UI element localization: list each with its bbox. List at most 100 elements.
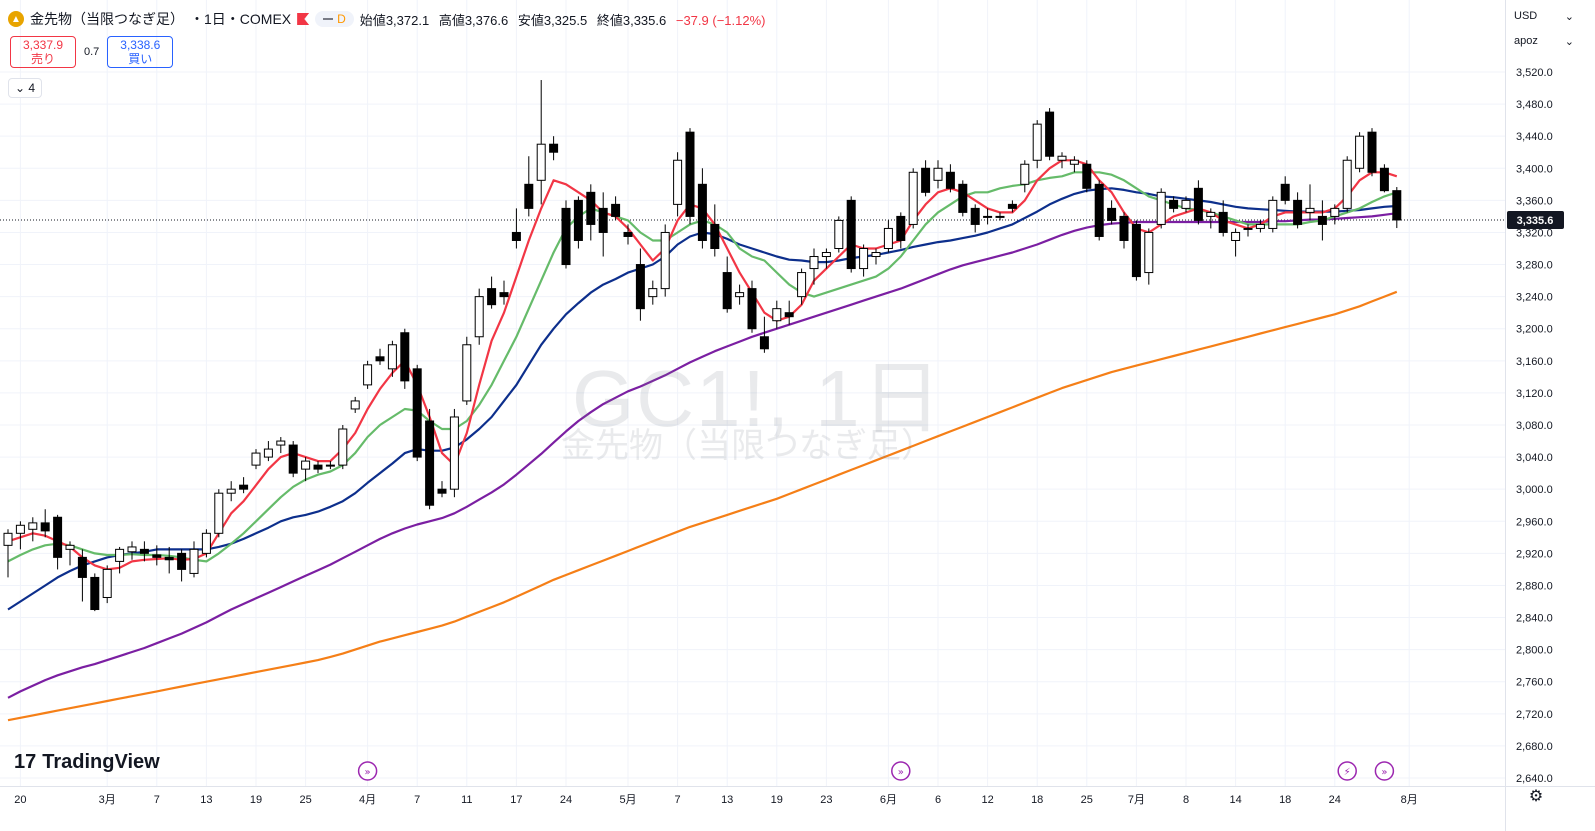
event-icon-circle: [357, 761, 378, 781]
candle: [201, 529, 211, 558]
candle: [549, 136, 559, 161]
candle-body: [189, 548, 199, 574]
candle: [1231, 228, 1241, 257]
event-icon-glyph: »: [365, 767, 371, 778]
symbol-name[interactable]: 金先物（当限つなぎ足）: [30, 11, 184, 27]
close-value: 3,335.6: [622, 12, 667, 28]
gold-bar-icon: ▲: [8, 11, 24, 27]
time-tick-label: 3月: [99, 794, 116, 806]
candle: [1317, 200, 1327, 241]
candle: [1032, 120, 1042, 169]
candle: [1107, 200, 1117, 225]
candle-body: [1342, 159, 1352, 209]
candle-body: [1367, 131, 1377, 173]
lightning-event-icon: ⚡: [1337, 761, 1357, 781]
candle-body: [1144, 231, 1154, 274]
close-label: 終値: [596, 12, 623, 28]
price-tick-label: 3,480.0: [1516, 99, 1553, 111]
time-tick-label: 24: [1329, 794, 1341, 806]
indicators-toggle-button[interactable]: ⌄ 4: [8, 78, 43, 98]
candle-body: [635, 264, 645, 310]
candle: [983, 208, 993, 225]
candles: [3, 80, 1402, 612]
time-tick-label: 7: [675, 794, 681, 806]
d-label: D: [337, 12, 346, 26]
candle: [958, 180, 968, 217]
scale-mode-selector[interactable]: apoz ⌄: [1514, 35, 1574, 48]
current-price-tag-label: 3,335.6: [1517, 215, 1554, 227]
candle-body: [896, 215, 906, 241]
candle-body: [127, 546, 137, 553]
candle: [263, 441, 273, 462]
candle: [883, 220, 893, 253]
candle-body: [511, 231, 521, 241]
flag-icon[interactable]: [297, 13, 310, 25]
time-tick-label: 7: [414, 794, 420, 806]
data-mode-pill[interactable]: D: [315, 11, 354, 27]
candle: [164, 546, 174, 574]
candle: [1268, 196, 1278, 233]
price-tick-label: 3,200.0: [1516, 324, 1553, 336]
candle-body: [933, 167, 943, 181]
candle: [995, 212, 1005, 221]
candle-body: [77, 556, 87, 578]
watermark-symbol: GC1!, 1日: [572, 354, 944, 443]
candle-body: [15, 524, 25, 534]
candle: [1156, 188, 1166, 229]
candle: [784, 300, 794, 325]
candle-body: [1330, 207, 1340, 217]
candle: [722, 256, 732, 313]
candle-body: [350, 400, 360, 410]
candle: [1379, 164, 1389, 193]
candle-body: [449, 416, 459, 490]
candle: [561, 200, 571, 269]
candle-body: [1268, 199, 1278, 229]
candle-body: [586, 191, 596, 225]
time-tick-label: 19: [771, 794, 783, 806]
candle-body: [1243, 227, 1253, 230]
tradingview-logo-text: TradingView: [42, 751, 160, 773]
candle: [1218, 200, 1228, 237]
candle: [65, 541, 75, 566]
interval-exchange[interactable]: ・1日・COMEX: [190, 11, 292, 27]
price-tick-label: 2,720.0: [1516, 709, 1553, 721]
tradingview-logo-icon: 17: [14, 751, 37, 773]
gear-icon[interactable]: ⚙: [1528, 788, 1544, 805]
candle: [288, 441, 298, 478]
candle: [697, 168, 707, 249]
candle-body: [536, 143, 546, 181]
candle: [239, 477, 249, 494]
candle-body: [970, 207, 980, 225]
candle-body: [1082, 163, 1092, 189]
candle-body: [1069, 159, 1079, 165]
open-value: 3,372.1: [385, 12, 430, 28]
event-icon-glyph: »: [1381, 767, 1387, 778]
candle-body: [1355, 135, 1365, 169]
candle: [1255, 220, 1265, 233]
sell-button[interactable]: 3,337.9 売り: [10, 36, 76, 68]
candle-body: [115, 548, 125, 562]
scale-mode-label: apoz: [1514, 35, 1538, 47]
buy-button[interactable]: 3,338.6 買い: [107, 36, 174, 68]
candle-body: [859, 248, 869, 270]
candle: [747, 280, 757, 333]
chevron-down-icon: ⌄: [15, 81, 26, 95]
candle-body: [65, 544, 75, 550]
candle-body: [1218, 211, 1228, 233]
candle: [400, 328, 410, 389]
candle-body: [797, 272, 807, 298]
candle-body: [276, 440, 286, 446]
current-price-tag: 3,335.6: [1507, 210, 1564, 229]
currency-selector[interactable]: USD ⌄: [1514, 10, 1574, 23]
candle-body: [226, 488, 236, 494]
candle: [772, 300, 782, 329]
candle: [15, 521, 25, 550]
candle: [412, 364, 422, 462]
tradingview-logo[interactable]: 17 TradingView: [14, 751, 160, 774]
price-tick-label: 3,360.0: [1516, 195, 1553, 207]
candle-body: [1107, 207, 1117, 221]
candle-body: [1181, 199, 1191, 209]
candle-body: [1392, 190, 1402, 221]
candle-body: [660, 231, 670, 290]
